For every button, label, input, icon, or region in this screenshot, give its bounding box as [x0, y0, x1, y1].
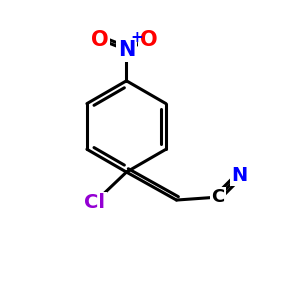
Text: C: C [211, 188, 224, 206]
Text: +: + [130, 30, 143, 45]
Text: N: N [118, 40, 135, 60]
Text: Cl: Cl [84, 194, 105, 212]
Text: N: N [232, 166, 248, 184]
Text: O: O [91, 30, 109, 50]
Text: O: O [140, 30, 157, 50]
